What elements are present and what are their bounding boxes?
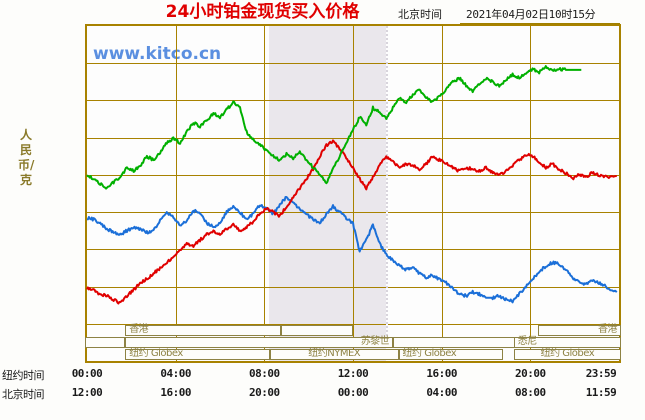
session-label: 香港 [129,324,149,335]
x-axis-beijing-label: 北京时间 [2,388,45,401]
timestamp: 2021年04月02日10时15分 [466,8,596,21]
x-tick-x_ticks_beijing: 12:00 [71,386,103,399]
x-axis-ny-row: 纽约时间 00:00 04:00 08:00 12:00 16:00 20:00 23:59 [0,367,645,382]
session-label: 纽约 Globex [540,348,595,359]
session-label: 纽约 Globex [402,348,457,359]
gridline-vertical [441,26,443,361]
session-label: 香港 [597,324,618,335]
gridline-vertical [264,26,266,361]
x-tick-x_ticks_ny: 08:00 [249,367,280,380]
session-bar: 苏黎世 [125,336,394,348]
x-tick-x_ticks_ny: 16:00 [426,367,457,380]
session-bar: 纽约 Globex [125,348,270,360]
session-bars: 香港 香港 苏黎世 悉尼 纽约 Globex 纽约NYMEX 纽约 Globex 纽约 Glo… [85,324,621,362]
gridline-vertical [175,26,177,361]
session-bar: 香港 [537,324,621,336]
session-bar [280,325,353,336]
x-tick-x_ticks_beijing: 04:00 [426,386,457,399]
watermark: www.kitco.cn [93,44,222,64]
plot-area: www.kitco.cn [85,24,621,363]
session-label: 纽约 Globex [129,348,183,359]
nymex-shading-edge [386,26,389,361]
gridline-horizontal [87,361,619,362]
x-tick-x_ticks_ny: 04:00 [160,367,191,380]
x-tick-x_ticks_beijing: 11:59 [585,386,617,399]
session-label: 纽约NYMEX [308,348,361,359]
x-tick-x_ticks_ny: 23:59 [585,367,617,380]
nymex-session-shading [268,26,387,361]
page-title: 24小时铂金现货买入价格 [165,2,360,22]
timezone-label: 北京时间 [398,8,442,21]
y-axis-ticks [14,0,80,420]
x-tick-x_ticks_ny: 12:00 [337,367,369,380]
x-tick-x_ticks_beijing: 16:00 [160,386,191,399]
session-bar [85,337,126,348]
session-bar: 纽约 Globex [513,348,621,360]
x-tick-x_ticks_beijing: 00:00 [337,386,369,399]
y-axis-title: 人民币/克 [18,128,35,187]
x-axis-ny-label: 纽约时间 [2,369,45,382]
session-bar: 纽约NYMEX [269,348,399,360]
x-axis-beijing-row: 北京时间 12:00 16:00 20:00 00:00 04:00 08:00 11:59 [0,386,645,401]
gridline-vertical [530,26,532,361]
session-bar: 纽约 Globex [398,348,504,360]
x-tick-x_ticks_beijing: 08:00 [515,386,546,399]
x-tick-x_ticks_ny: 00:00 [71,367,103,380]
x-tick-x_ticks_beijing: 20:00 [249,386,280,399]
session-bar: 悉尼 [513,336,621,348]
gridline-vertical [353,26,354,361]
session-bar: 香港 [125,324,281,336]
session-label: 苏黎世 [360,336,390,347]
x-tick-x_ticks_ny: 20:00 [515,367,546,380]
session-label: 悉尼 [517,336,538,347]
